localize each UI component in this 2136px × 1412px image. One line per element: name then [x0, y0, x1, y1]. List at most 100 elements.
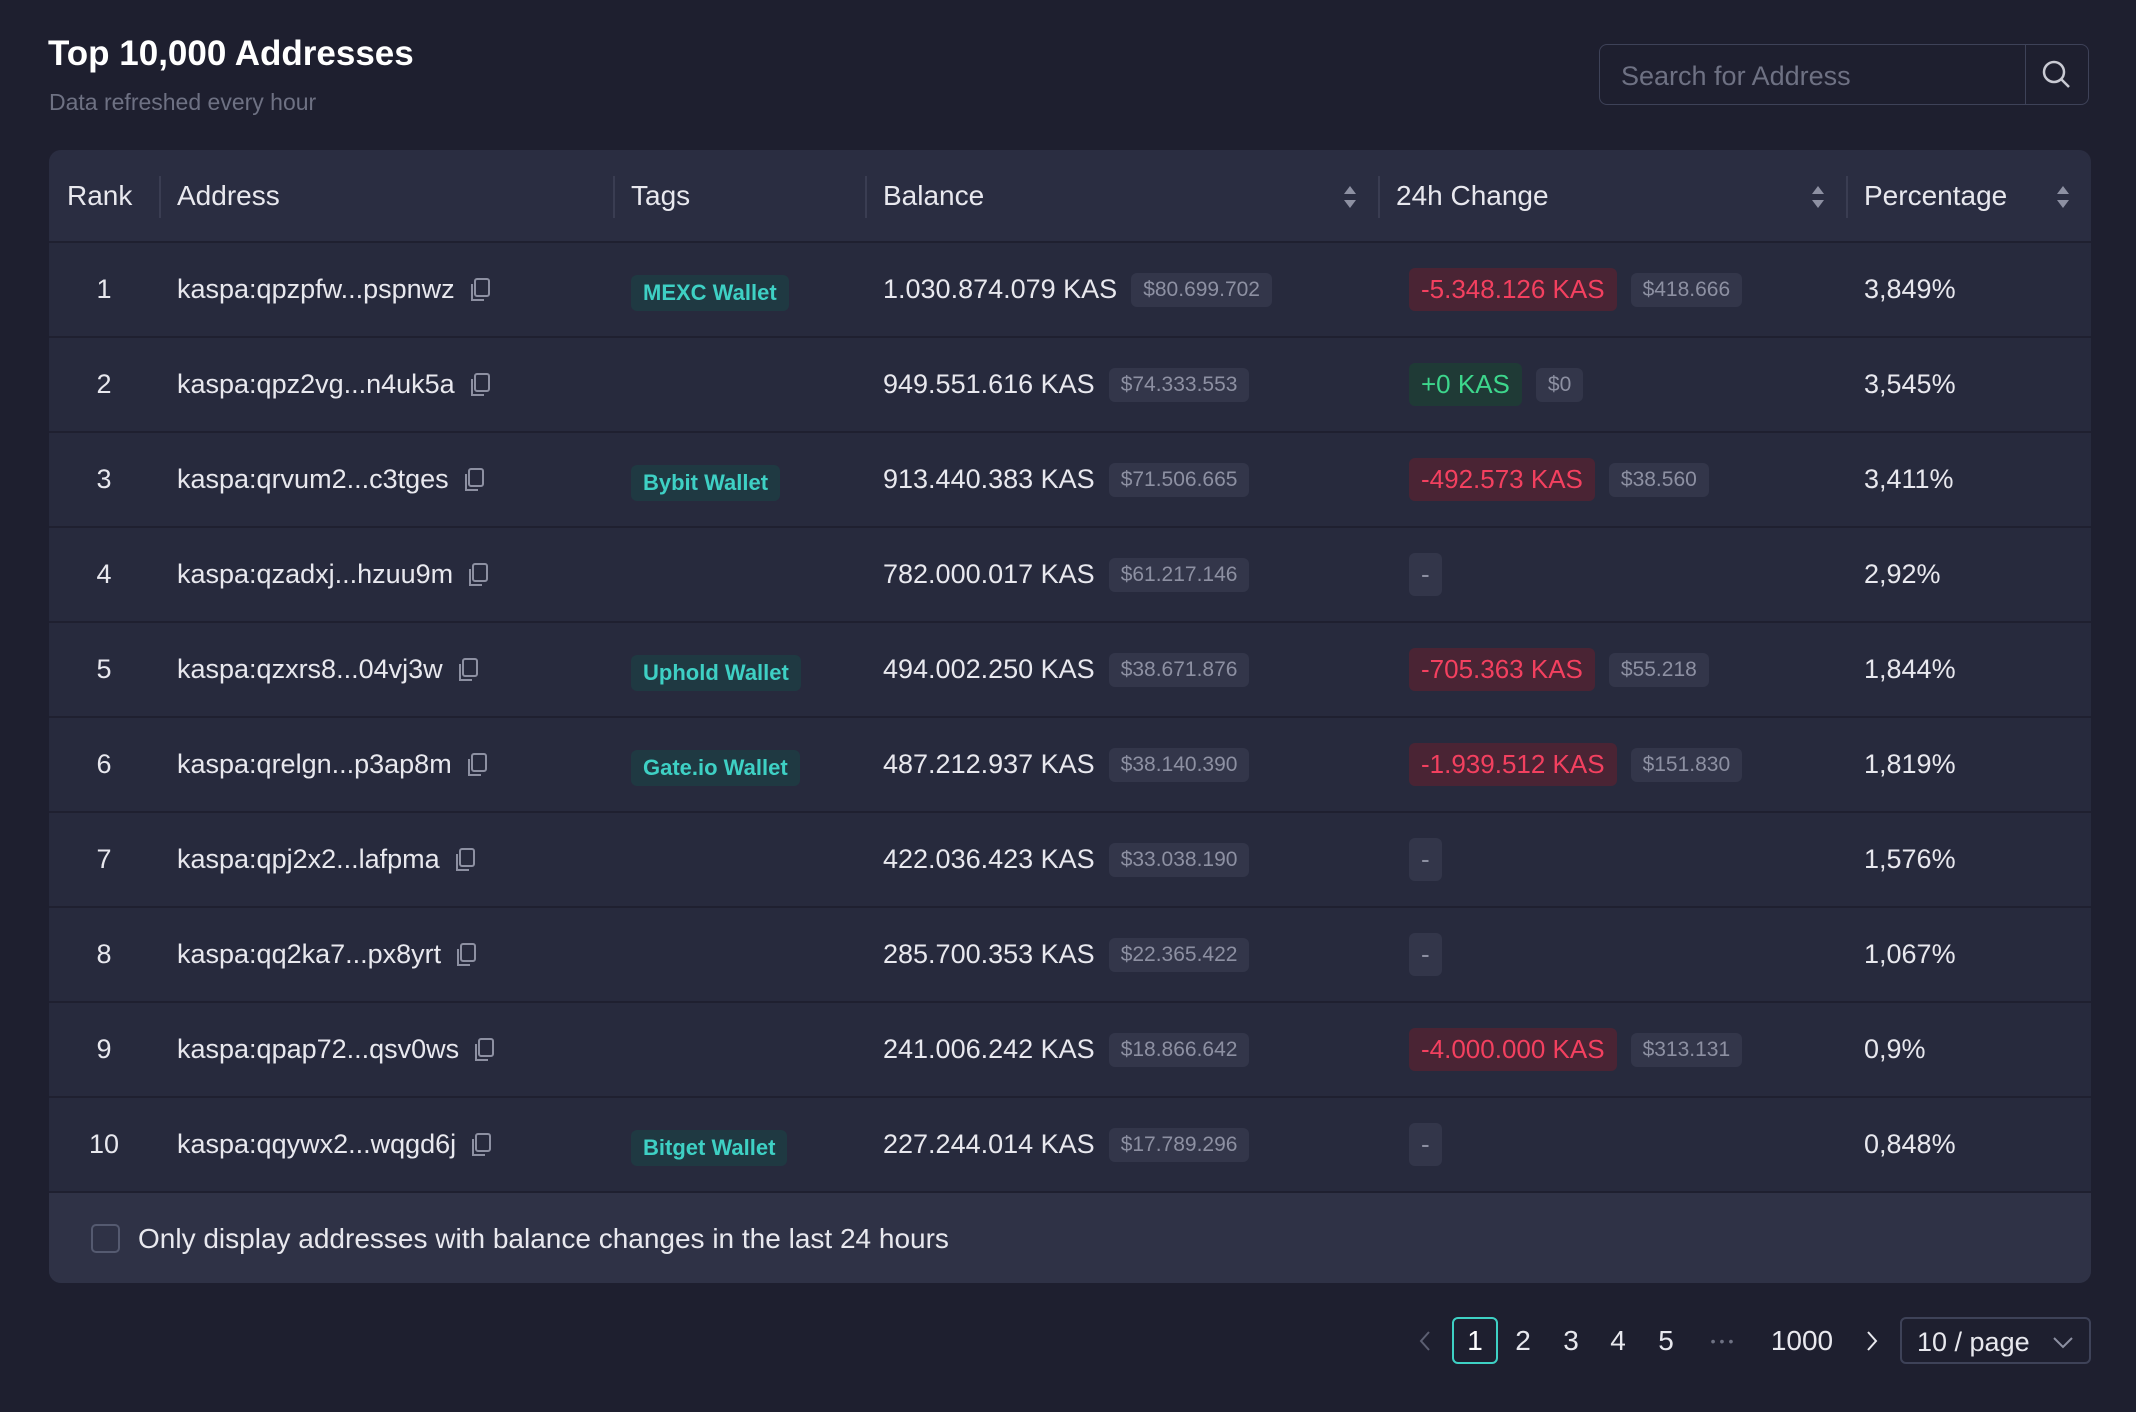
rank: 2 [96, 369, 112, 399]
address[interactable]: kaspa:qpj2x2...lafpma [177, 844, 440, 874]
tag-cell: Bybit Wallet [613, 433, 865, 526]
column-label: Percentage [1864, 179, 2008, 211]
page-number[interactable]: 2 [1515, 1324, 1531, 1356]
prev-page[interactable] [1413, 1317, 1437, 1364]
percentage: 0,848% [1864, 1129, 1956, 1159]
tag-cell: Gate.io Wallet [613, 718, 865, 811]
percentage-cell: 3,545% [1846, 338, 2091, 431]
address[interactable]: kaspa:qq2ka7...px8yrt [177, 939, 442, 969]
copy-icon[interactable] [465, 561, 491, 589]
copy-icon[interactable] [464, 751, 490, 779]
change-usd: $151.830 [1630, 747, 1743, 782]
table-row: 5 kaspa:qzxrs8...04vj3w Uphold Wallet 494.0… [49, 623, 2091, 718]
balance: 241.006.242 KAS [883, 1034, 1095, 1064]
column-header: Balance [865, 150, 1378, 241]
copy-icon[interactable] [453, 941, 479, 969]
address[interactable]: kaspa:qrvum2...c3tges [177, 464, 449, 494]
copy-icon[interactable] [467, 371, 493, 399]
sort-icon[interactable] [2055, 184, 2071, 210]
balance: 422.036.423 KAS [883, 844, 1095, 874]
change-usd: $55.218 [1608, 652, 1709, 687]
address[interactable]: kaspa:qrelgn...p3ap8m [177, 749, 452, 779]
change: -4.000.000 KAS [1409, 1028, 1617, 1071]
change-cell: -5.348.126 KAS $418.666 [1378, 243, 1846, 336]
address[interactable]: kaspa:qpzpfw...pspnwz [177, 274, 455, 304]
change-cell: -492.573 KAS $38.560 [1378, 433, 1846, 526]
column-header: Percentage [1846, 150, 2091, 241]
balance-cell: 227.244.014 KAS $17.789.296 [865, 1098, 1378, 1191]
rank: 6 [96, 749, 112, 779]
rank-cell: 4 [49, 528, 159, 621]
rank-cell: 8 [49, 908, 159, 1001]
balance-cell: 913.440.383 KAS $71.506.665 [865, 433, 1378, 526]
tag-cell: Bitget Wallet [613, 1098, 865, 1191]
address-cell: kaspa:qrelgn...p3ap8m [159, 718, 613, 811]
copy-icon[interactable] [471, 1036, 497, 1064]
percentage-cell: 1,576% [1846, 813, 2091, 906]
change-cell: +0 KAS $0 [1378, 338, 1846, 431]
checkbox-label: Only display addresses with balance chan… [138, 1222, 949, 1254]
page-number[interactable]: 1000 [1770, 1324, 1834, 1356]
address[interactable]: kaspa:qpz2vg...n4uk5a [177, 369, 455, 399]
table-row: 3 kaspa:qrvum2...c3tges Bybit Wallet 913.44… [49, 433, 2091, 528]
page-number[interactable]: 5 [1658, 1324, 1674, 1356]
address-cell: kaspa:qrvum2...c3tges [159, 433, 613, 526]
percentage: 1,844% [1864, 654, 1956, 684]
rank-cell: 10 [49, 1098, 159, 1191]
percentage-cell: 3,411% [1846, 433, 2091, 526]
column-label: 24h Change [1396, 179, 1549, 211]
change-cell: - [1378, 528, 1846, 621]
change-cell: - [1378, 908, 1846, 1001]
address[interactable]: kaspa:qpap72...qsv0ws [177, 1034, 460, 1064]
rank: 3 [96, 464, 112, 494]
address[interactable]: kaspa:qqywx2...wqgd6j [177, 1129, 457, 1159]
change: -1.939.512 KAS [1409, 743, 1617, 786]
tag: Gate.io Wallet [631, 749, 800, 786]
rank-cell: 5 [49, 623, 159, 716]
address[interactable]: kaspa:qzxrs8...04vj3w [177, 654, 443, 684]
percentage-cell: 2,92% [1846, 528, 2091, 621]
page-number[interactable]: 4 [1610, 1324, 1626, 1356]
next-page[interactable] [1860, 1317, 1884, 1364]
sort-icon[interactable] [1810, 184, 1826, 210]
copy-icon[interactable] [468, 1131, 494, 1159]
column-label: Address [177, 179, 280, 211]
page-number[interactable]: 3 [1563, 1324, 1579, 1356]
page-number[interactable]: 1 [1452, 1317, 1498, 1364]
rank-cell: 1 [49, 243, 159, 336]
copy-icon[interactable] [467, 276, 493, 304]
page-size-select[interactable]: 10 / page [1900, 1317, 2091, 1364]
balance-cell: 487.212.937 KAS $38.140.390 [865, 718, 1378, 811]
tag-cell [613, 813, 865, 906]
copy-icon[interactable] [455, 656, 481, 684]
rank: 5 [96, 654, 112, 684]
table: Rank Address Tags Balance 24h Change Percenta… [49, 150, 2091, 1283]
percentage-cell: 3,849% [1846, 243, 2091, 336]
search-button[interactable] [2025, 45, 2088, 104]
address-cell: kaspa:qzadxj...hzuu9m [159, 528, 613, 621]
page-ellipsis[interactable]: ••• [1710, 1332, 1738, 1349]
search-box[interactable]: Search for Address [1599, 44, 2089, 105]
change-usd: $0 [1535, 367, 1584, 402]
percentage: 1,819% [1864, 749, 1956, 779]
column-header: Tags [613, 150, 865, 241]
percentage: 3,545% [1864, 369, 1956, 399]
rank: 4 [96, 559, 112, 589]
percentage-cell: 1,844% [1846, 623, 2091, 716]
checkbox[interactable] [91, 1224, 120, 1253]
change-usd: $38.560 [1608, 462, 1709, 497]
copy-icon[interactable] [461, 466, 487, 494]
address[interactable]: kaspa:qzadxj...hzuu9m [177, 559, 454, 589]
change-usd: $313.131 [1630, 1032, 1743, 1067]
table-row: 2 kaspa:qpz2vg...n4uk5a 949.551.616 KAS $74… [49, 338, 2091, 433]
address-cell: kaspa:qq2ka7...px8yrt [159, 908, 613, 1001]
copy-icon[interactable] [452, 846, 478, 874]
balance: 285.700.353 KAS [883, 939, 1095, 969]
balance-usd: $38.671.876 [1108, 652, 1250, 687]
rank: 7 [96, 844, 112, 874]
balance: 913.440.383 KAS [883, 464, 1095, 494]
footer: Only display addresses with balance chan… [49, 1193, 2091, 1283]
balance-usd: $74.333.553 [1108, 367, 1250, 402]
change: - [1409, 933, 1442, 976]
sort-icon[interactable] [1342, 184, 1358, 210]
